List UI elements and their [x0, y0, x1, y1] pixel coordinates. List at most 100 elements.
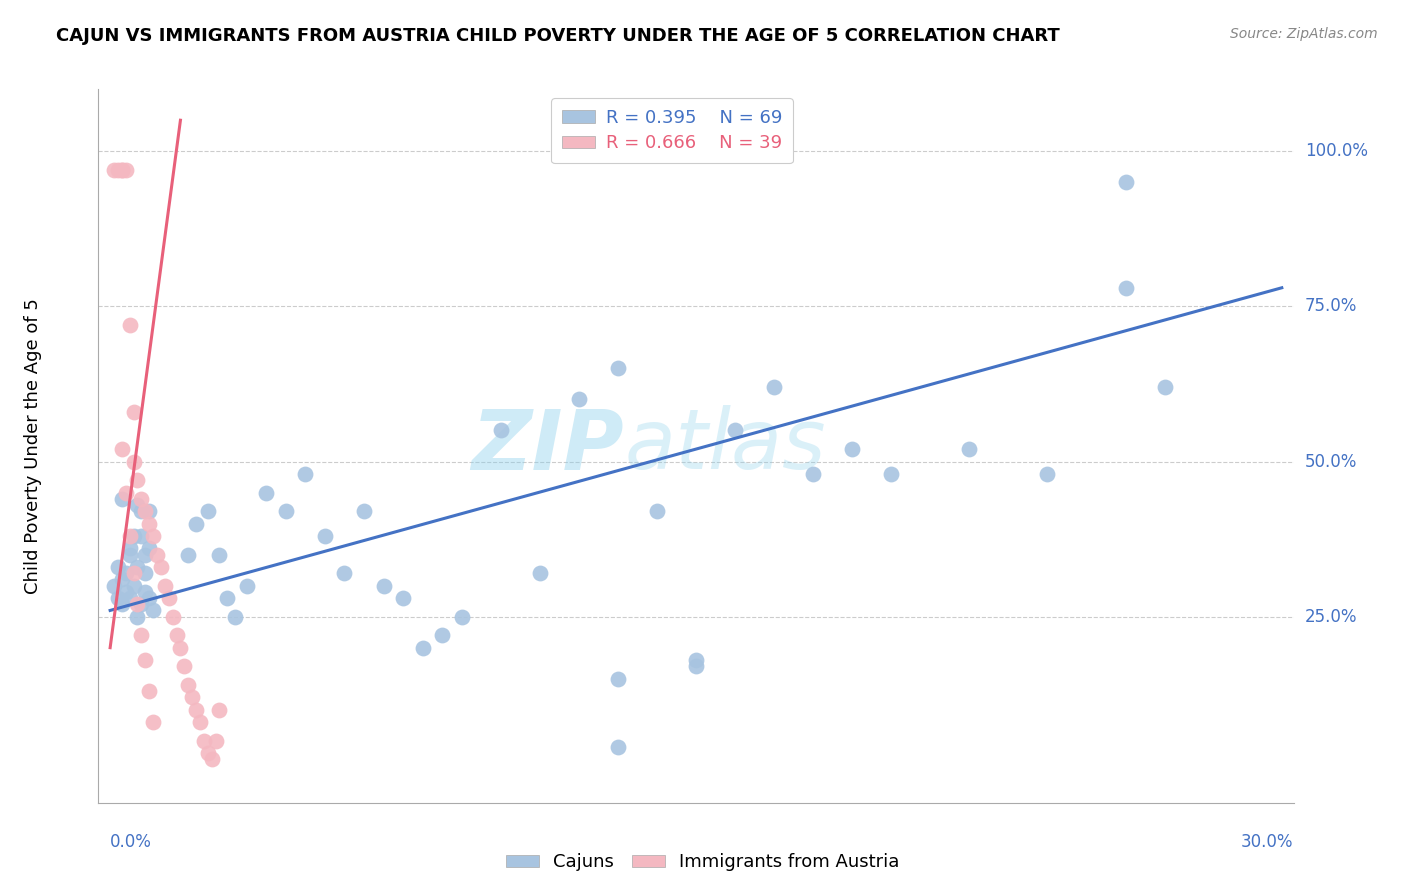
Point [118, 548, 141, 562]
Point [142, 715, 165, 730]
Point [134, 504, 156, 518]
Point [685, 653, 707, 667]
Text: 25.0%: 25.0% [1305, 607, 1357, 625]
Point [118, 318, 141, 332]
Point [127, 473, 149, 487]
Point [138, 541, 160, 556]
Point [122, 454, 145, 468]
Point [177, 678, 200, 692]
Text: CAJUN VS IMMIGRANTS FROM AUSTRIA CHILD POVERTY UNDER THE AGE OF 5 CORRELATION CH: CAJUN VS IMMIGRANTS FROM AUSTRIA CHILD P… [56, 27, 1060, 45]
Point [184, 516, 207, 531]
Point [118, 541, 141, 556]
Text: Child Poverty Under the Age of 5: Child Poverty Under the Age of 5 [24, 298, 42, 594]
Point [333, 566, 356, 581]
Point [197, 504, 219, 518]
Point [450, 609, 472, 624]
Point [606, 361, 628, 376]
Point [645, 504, 668, 518]
Point [208, 548, 231, 562]
Point [169, 640, 191, 655]
Point [373, 579, 395, 593]
Point [1115, 175, 1137, 189]
Point [111, 597, 134, 611]
Text: 100.0%: 100.0% [1305, 142, 1368, 161]
Point [134, 584, 156, 599]
Point [841, 442, 863, 456]
Point [184, 703, 207, 717]
Legend: R = 0.395    N = 69, R = 0.666    N = 39: R = 0.395 N = 69, R = 0.666 N = 39 [551, 98, 793, 163]
Point [146, 548, 169, 562]
Point [103, 162, 125, 177]
Point [127, 597, 149, 611]
Point [392, 591, 415, 605]
Legend: Cajuns, Immigrants from Austria: Cajuns, Immigrants from Austria [499, 847, 907, 879]
Point [529, 566, 551, 581]
Point [134, 566, 156, 581]
Point [606, 739, 628, 754]
Point [114, 162, 136, 177]
Point [118, 591, 141, 605]
Point [131, 491, 153, 506]
Point [197, 746, 219, 760]
Point [149, 560, 172, 574]
Point [127, 609, 149, 624]
Point [138, 684, 160, 698]
Point [353, 504, 375, 518]
Point [181, 690, 204, 705]
Point [157, 591, 180, 605]
Point [254, 485, 277, 500]
Point [274, 504, 297, 518]
Text: 30.0%: 30.0% [1241, 833, 1294, 851]
Point [138, 516, 160, 531]
Point [138, 504, 160, 518]
Point [314, 529, 336, 543]
Text: ZIP: ZIP [471, 406, 624, 486]
Point [111, 162, 134, 177]
Point [763, 380, 786, 394]
Point [1153, 380, 1175, 394]
Point [131, 597, 153, 611]
Point [118, 529, 141, 543]
Point [217, 591, 239, 605]
Point [103, 579, 125, 593]
Point [1115, 281, 1137, 295]
Point [122, 405, 145, 419]
Point [127, 560, 149, 574]
Point [1036, 467, 1059, 481]
Text: 50.0%: 50.0% [1305, 452, 1357, 470]
Point [142, 603, 165, 617]
Point [111, 573, 134, 587]
Point [606, 672, 628, 686]
Point [188, 715, 211, 730]
Point [111, 162, 134, 177]
Point [134, 653, 156, 667]
Point [122, 579, 145, 593]
Point [224, 609, 246, 624]
Point [131, 504, 153, 518]
Point [114, 566, 136, 581]
Point [489, 424, 512, 438]
Point [111, 491, 134, 506]
Point [127, 498, 149, 512]
Text: 75.0%: 75.0% [1305, 297, 1357, 316]
Point [122, 529, 145, 543]
Point [134, 548, 156, 562]
Point [173, 659, 195, 673]
Point [107, 560, 129, 574]
Point [724, 424, 747, 438]
Point [568, 392, 591, 407]
Point [685, 659, 707, 673]
Point [107, 591, 129, 605]
Point [131, 529, 153, 543]
Point [412, 640, 434, 655]
Point [193, 733, 215, 747]
Point [122, 566, 145, 581]
Point [153, 579, 176, 593]
Point [294, 467, 316, 481]
Text: Source: ZipAtlas.com: Source: ZipAtlas.com [1230, 27, 1378, 41]
Point [236, 579, 259, 593]
Point [142, 529, 165, 543]
Point [166, 628, 188, 642]
Point [162, 609, 184, 624]
Point [880, 467, 903, 481]
